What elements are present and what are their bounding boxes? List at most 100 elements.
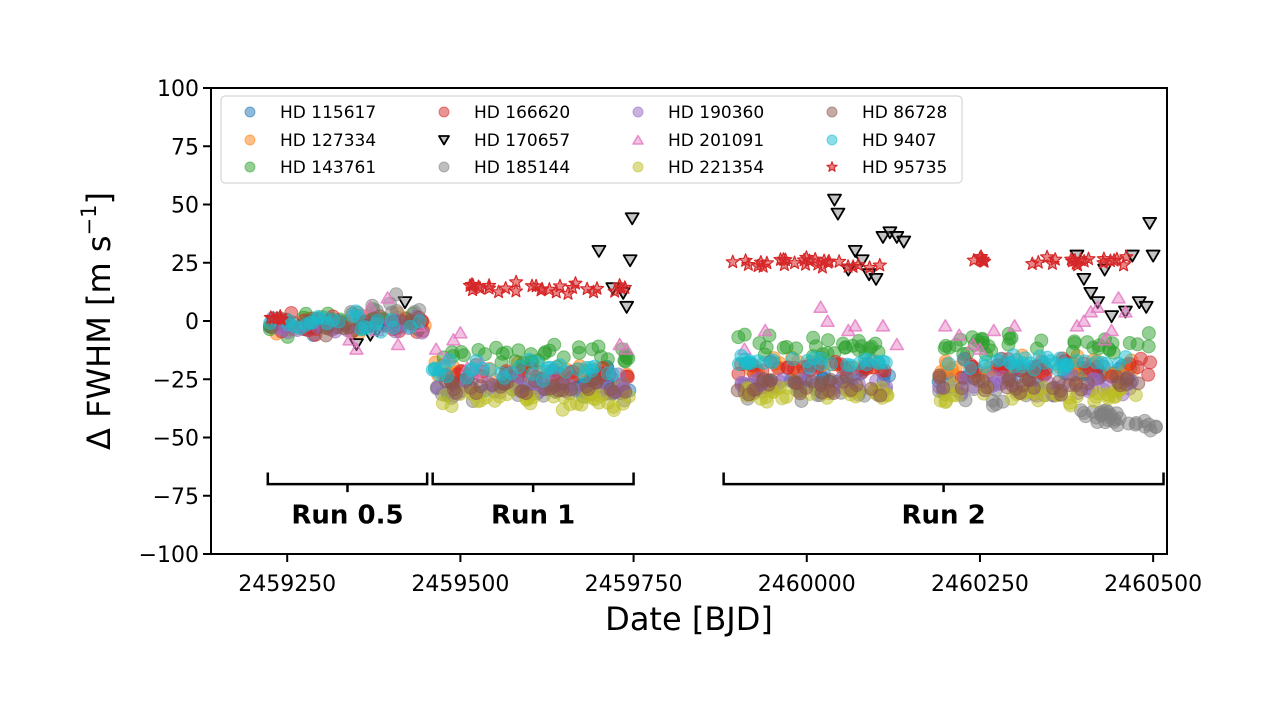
data-point <box>1116 257 1131 272</box>
data-point <box>1129 416 1144 431</box>
y-axis-ticks: −100 −75 −50 −25 0 25 50 75 100 <box>139 77 211 568</box>
data-point <box>777 257 792 271</box>
data-point <box>1138 300 1154 314</box>
legend-label: HD 95735 <box>862 158 947 178</box>
y-tick-label: −75 <box>153 485 199 510</box>
data-point <box>1141 367 1156 382</box>
data-point <box>1143 355 1158 370</box>
data-point <box>1089 389 1104 404</box>
data-point <box>331 314 346 329</box>
data-point <box>547 337 562 352</box>
run-label: Run 1 <box>491 501 575 531</box>
data-point <box>990 353 1005 368</box>
data-point <box>540 360 555 375</box>
data-point <box>564 382 579 397</box>
data-point <box>498 281 513 295</box>
data-point <box>800 354 815 369</box>
data-point <box>613 280 628 295</box>
data-point <box>585 363 600 378</box>
y-tick-label: −100 <box>139 543 199 568</box>
data-point <box>875 319 891 332</box>
data-point <box>841 323 856 337</box>
data-point <box>1098 356 1113 371</box>
x-tick-label: 2460000 <box>758 572 856 597</box>
data-point <box>482 281 497 295</box>
data-point <box>836 374 851 389</box>
legend-box <box>220 95 963 184</box>
legend-label: HD 127334 <box>280 131 376 151</box>
legend-label: HD 143761 <box>280 158 376 178</box>
data-point <box>827 193 842 207</box>
data-point <box>798 257 813 271</box>
data-point <box>956 352 971 367</box>
data-point <box>941 356 956 371</box>
data-point <box>805 374 820 389</box>
data-point <box>528 278 544 293</box>
data-point <box>1031 255 1046 269</box>
y-axis-title-main: Δ FWHM [m s <box>80 236 118 450</box>
data-point <box>380 291 395 304</box>
legend-marker <box>826 134 838 146</box>
y-axis-title-end: ] <box>80 192 118 204</box>
x-axis-ticks: 2459250 2459500 2459750 2460000 2460250 24605… <box>238 554 1202 597</box>
data-point <box>759 340 774 355</box>
data-point <box>1062 395 1077 410</box>
data-point <box>864 381 879 396</box>
data-point <box>495 346 510 361</box>
data-point <box>1069 319 1085 332</box>
y-tick-label: −50 <box>153 427 199 452</box>
data-point <box>868 272 884 286</box>
data-point <box>1111 291 1126 304</box>
legend-marker <box>632 134 644 145</box>
data-point <box>449 385 464 400</box>
data-point <box>1068 376 1083 391</box>
data-point <box>1141 339 1156 354</box>
data-point <box>847 244 863 258</box>
data-point <box>852 356 867 371</box>
data-point <box>1118 350 1133 365</box>
data-point <box>896 235 912 249</box>
legend-label: HD 86728 <box>862 103 947 123</box>
data-point <box>485 378 500 393</box>
data-point <box>386 320 401 335</box>
data-point <box>1027 362 1042 377</box>
data-point <box>1148 420 1163 435</box>
data-point <box>606 385 621 400</box>
legend-marker <box>826 161 838 172</box>
data-point <box>739 356 754 371</box>
data-point <box>263 310 278 324</box>
data-point <box>568 276 583 290</box>
y-tick-label: 100 <box>157 77 199 102</box>
x-tick-label: 2460500 <box>1104 572 1202 597</box>
data-point <box>509 274 524 289</box>
y-axis-title: Δ FWHM [m s−1] <box>77 192 118 450</box>
data-point <box>972 342 988 355</box>
data-point <box>552 278 568 293</box>
data-point <box>1007 319 1022 332</box>
y-tick-label: 0 <box>185 310 199 335</box>
run-brackets: Run 0.5 Run 1 Run 2 <box>266 472 1165 531</box>
data-point <box>787 255 802 270</box>
data-point <box>1076 314 1092 327</box>
data-point <box>1046 381 1061 396</box>
data-point <box>624 212 640 226</box>
legend-marker <box>438 106 450 118</box>
data-point <box>1009 352 1024 367</box>
legend-label: HD 166620 <box>474 103 570 123</box>
data-point <box>342 333 357 346</box>
data-point <box>469 353 484 368</box>
data-point <box>813 357 828 372</box>
data-point <box>951 328 967 341</box>
data-point <box>569 396 584 411</box>
data-point <box>977 359 992 374</box>
data-point <box>965 337 981 351</box>
data-point <box>600 366 615 381</box>
data-point <box>453 326 468 339</box>
data-point <box>581 382 596 397</box>
data-point <box>1083 286 1099 300</box>
data-point <box>737 327 752 342</box>
data-point <box>776 340 791 355</box>
data-point <box>504 366 519 381</box>
data-point <box>1107 389 1122 404</box>
y-tick-label: −25 <box>153 368 199 393</box>
